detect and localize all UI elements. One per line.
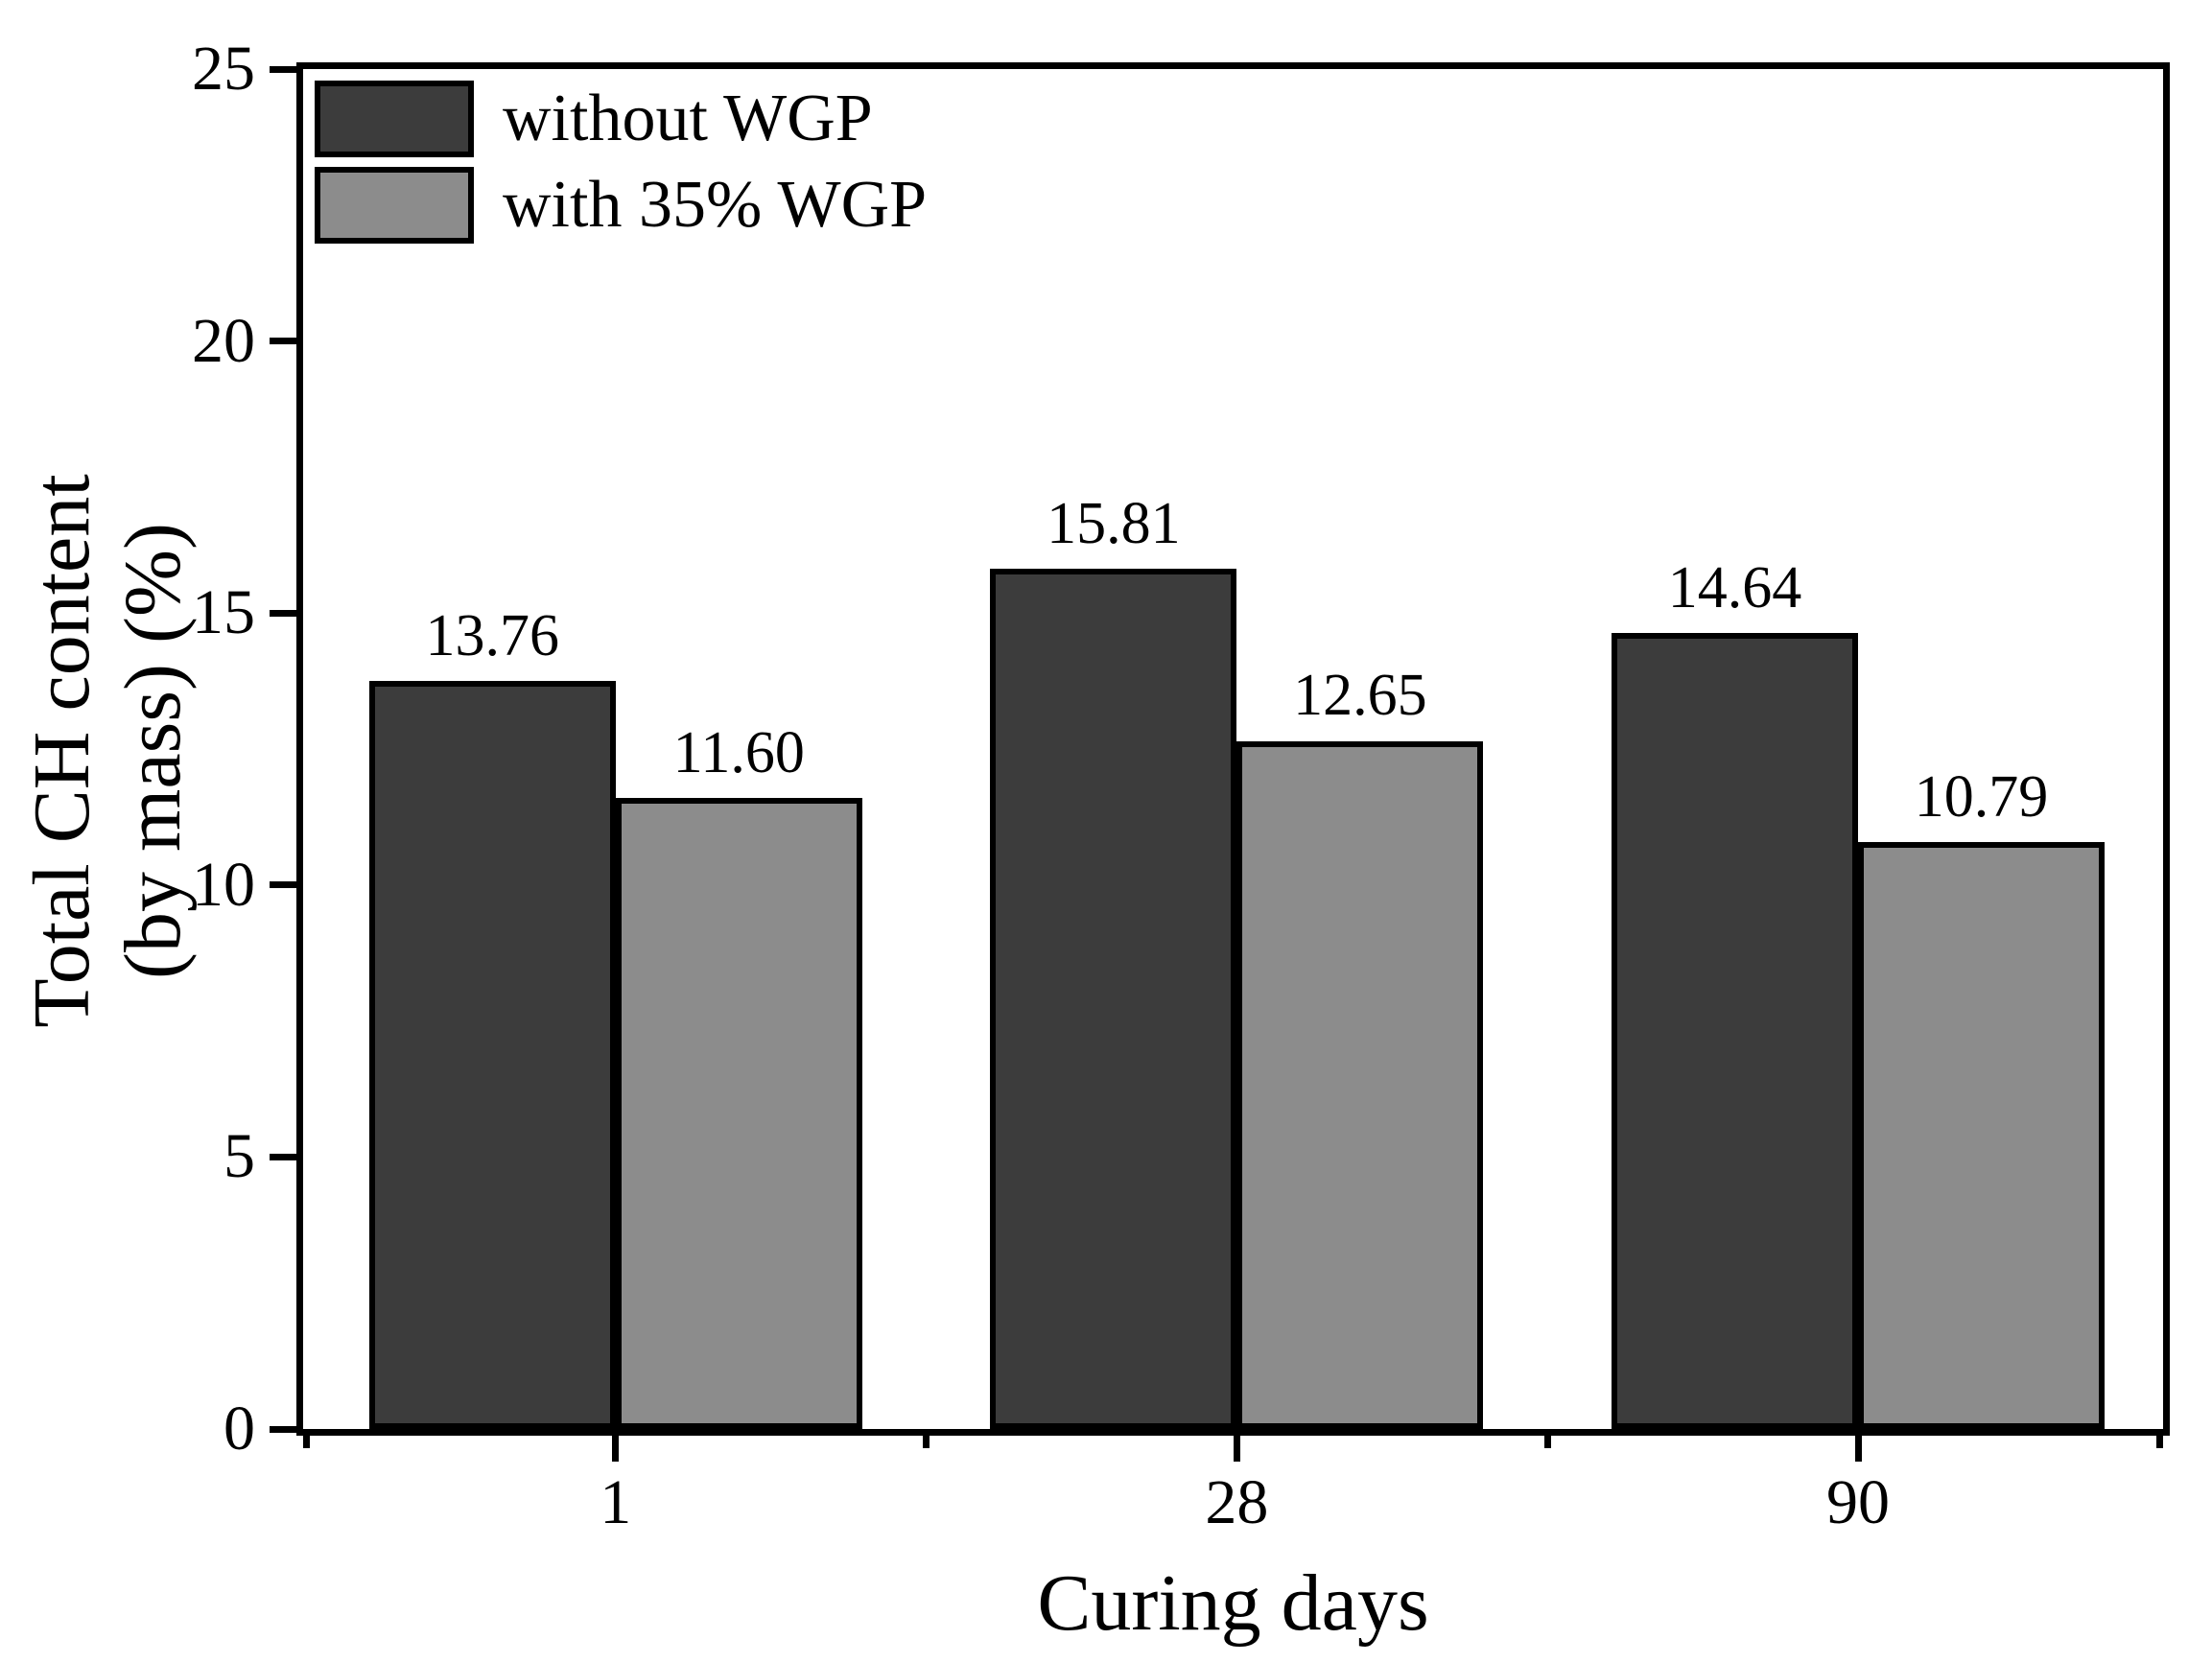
x-minor-tick-3 [2156, 1429, 2163, 1448]
legend-label-without-wgp: without WGP [503, 82, 873, 155]
y-tick-label-10: 10 [192, 849, 255, 920]
legend-label-with-35pct-wgp: with 35% WGP [503, 168, 928, 242]
x-axis-title: Curing days [1037, 1558, 1429, 1648]
y-tick-label-5: 5 [224, 1121, 255, 1192]
y-axis-title: Total CH content (by mass) (%) [16, 128, 199, 1374]
legend-swatch-without-wgp [315, 81, 474, 157]
y-tick-label-15: 15 [192, 577, 255, 648]
bar-value-without-wgp-day-28: 15.81 [1047, 491, 1181, 557]
bar-with-35pct-wgp-day-1 [615, 798, 862, 1429]
bar-value-with-35pct-wgp-day-90: 10.79 [1914, 763, 2049, 830]
y-tick-label-20: 20 [192, 305, 255, 376]
x-minor-tick-0 [303, 1429, 310, 1448]
y-tick-5 [270, 1153, 296, 1160]
y-tick-label-0: 0 [224, 1394, 255, 1464]
bar-value-with-35pct-wgp-day-1: 11.60 [672, 720, 805, 786]
bar-with-35pct-wgp-day-28 [1236, 740, 1484, 1429]
x-tick-label-90: 90 [1826, 1467, 1890, 1537]
y-axis-title-line-1: Total CH content [17, 474, 106, 1028]
y-tick-label-25: 25 [192, 34, 255, 104]
bar-value-without-wgp-day-1: 13.76 [425, 602, 560, 668]
y-tick-0 [270, 1425, 296, 1433]
x-tick-label-1: 1 [600, 1467, 632, 1537]
legend: without WGP with 35% WGP [315, 81, 927, 253]
y-axis-title-line-2: (by mass) (%) [108, 523, 198, 979]
y-tick-10 [270, 881, 296, 889]
y-tick-15 [270, 609, 296, 617]
bar-value-with-35pct-wgp-day-28: 12.65 [1293, 663, 1427, 729]
bar-without-wgp-day-90 [1612, 632, 1858, 1429]
x-tick-1 [612, 1429, 620, 1462]
y-tick-25 [270, 65, 296, 73]
bar-without-wgp-day-1 [368, 680, 616, 1429]
legend-entry-with-wgp: with 35% WGP [315, 167, 927, 244]
x-tick-label-28: 28 [1205, 1467, 1269, 1537]
legend-entry-without-wgp: without WGP [315, 81, 927, 157]
bar-with-35pct-wgp-day-90 [1858, 842, 2105, 1429]
bar-without-wgp-day-28 [990, 569, 1237, 1429]
y-tick-20 [270, 338, 296, 345]
bar-value-without-wgp-day-90: 14.64 [1667, 554, 1802, 621]
x-minor-tick-1 [923, 1429, 930, 1448]
x-tick-28 [1233, 1429, 1240, 1462]
legend-swatch-with-35pct-wgp [315, 167, 474, 244]
x-minor-tick-2 [1543, 1429, 1551, 1448]
plot-area: without WGP with 35% WGP 0 5 10 15 20 25 1 28 90… [192, 37, 2170, 1534]
x-tick-90 [1854, 1429, 1862, 1462]
